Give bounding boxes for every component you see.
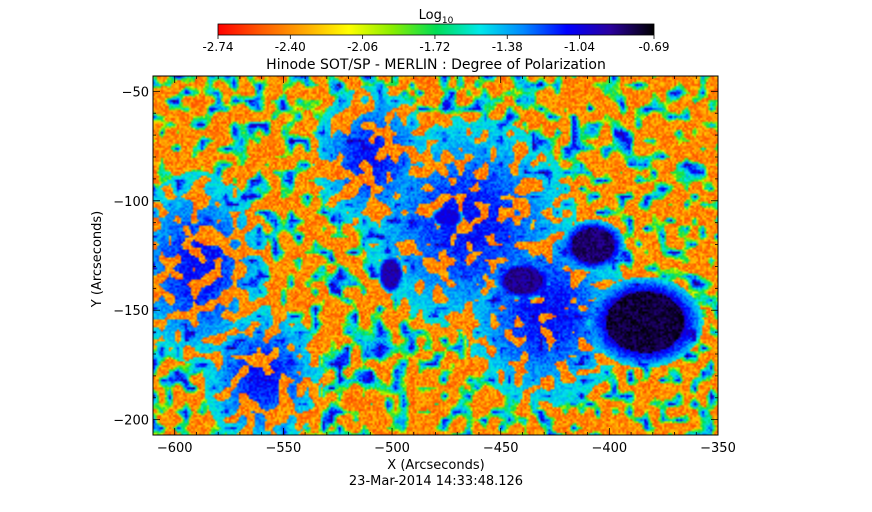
plot-area: −600 −550 −500 −450 −400 −350 −50 −100 −150 −200 bbox=[113, 75, 736, 456]
colorbar-tick-label: -2.40 bbox=[275, 40, 306, 54]
y-tick-label: −50 bbox=[122, 85, 149, 100]
colorbar-gradient bbox=[217, 23, 655, 36]
y-axis: −50 −100 −150 −200 bbox=[113, 85, 718, 429]
x-tick-label: −350 bbox=[700, 441, 736, 456]
y-tick-label: −100 bbox=[113, 195, 149, 210]
colorbar-tick-label: -1.04 bbox=[564, 40, 595, 54]
colorbar-tick-label: -1.38 bbox=[492, 40, 523, 54]
colorbar-tick-label: -2.06 bbox=[347, 40, 378, 54]
colorbar-tick-label: -1.72 bbox=[419, 40, 450, 54]
x-axis-label: X (Arcseconds) bbox=[387, 458, 484, 473]
y-tick-label: −150 bbox=[113, 304, 149, 319]
colorbar-label: Log10 bbox=[419, 8, 454, 26]
x-tick-label: −550 bbox=[266, 441, 302, 456]
y-tick-label: −200 bbox=[113, 414, 149, 429]
x-tick-label: −450 bbox=[483, 441, 519, 456]
chart-title: Hinode SOT/SP - MERLIN : Degree of Polar… bbox=[266, 57, 606, 73]
x-tick-label: −600 bbox=[157, 441, 193, 456]
x-axis: −600 −550 −500 −450 −400 −350 bbox=[152, 76, 736, 456]
colorbar-tick-label: -2.74 bbox=[202, 40, 233, 54]
colorbar-label-subscript: 10 bbox=[442, 16, 454, 26]
y-axis-label: Y (Arcseconds) bbox=[90, 211, 105, 308]
colorbar-ticks: -2.74 -2.40 -2.06 -1.72 -1.38 -1.04 -0.69 bbox=[202, 35, 670, 54]
x-tick-label: −500 bbox=[374, 441, 410, 456]
heatmap-image bbox=[153, 76, 718, 435]
x-tick-label: −400 bbox=[591, 441, 627, 456]
colorbar: Log10 -2.74 -2.40 -2.06 -1.72 -1.38 -1.04 -0.6… bbox=[202, 8, 669, 54]
footer-timestamp: 23-Mar-2014 14:33:48.126 bbox=[349, 474, 523, 489]
colorbar-tick-label: -0.69 bbox=[638, 40, 669, 54]
colorbar-label-base: Log bbox=[419, 8, 442, 23]
